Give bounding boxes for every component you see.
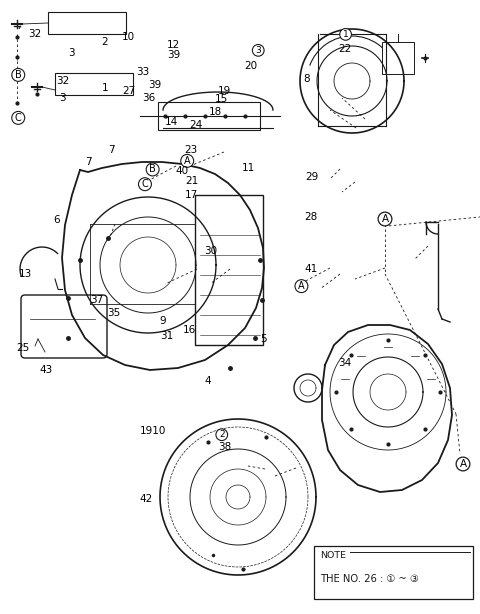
Text: 36: 36	[142, 93, 156, 103]
Text: 2: 2	[101, 37, 108, 47]
Text: A: A	[298, 281, 305, 291]
Text: 34: 34	[338, 359, 351, 368]
Text: A: A	[382, 214, 389, 224]
Text: 33: 33	[136, 68, 150, 77]
Text: 38: 38	[218, 442, 231, 452]
Text: B: B	[149, 165, 156, 174]
Text: 1: 1	[343, 30, 348, 39]
Text: 20: 20	[244, 61, 257, 71]
Text: 16: 16	[183, 325, 196, 335]
Text: 31: 31	[160, 332, 174, 341]
Text: B: B	[15, 70, 22, 80]
Text: 1910: 1910	[140, 426, 166, 436]
Text: 41: 41	[304, 264, 318, 274]
Text: 3: 3	[255, 46, 261, 55]
Text: 32: 32	[56, 76, 69, 86]
Text: 24: 24	[189, 120, 203, 130]
Text: C: C	[15, 113, 22, 123]
Bar	[55, 73, 133, 95]
Text: A: A	[184, 156, 191, 166]
Text: 25: 25	[16, 343, 30, 352]
Text: 21: 21	[185, 176, 199, 185]
Text: 2: 2	[219, 430, 225, 439]
Text: 12: 12	[167, 41, 180, 50]
Text: 4: 4	[204, 376, 211, 386]
Text: 42: 42	[140, 494, 153, 503]
Text: 30: 30	[204, 246, 217, 255]
Bar	[195, 195, 263, 345]
FancyBboxPatch shape	[21, 295, 107, 358]
Text: 6: 6	[53, 215, 60, 225]
Text: 7: 7	[85, 157, 92, 167]
Text: 28: 28	[304, 212, 318, 222]
Text: 5: 5	[260, 334, 266, 344]
Text: 23: 23	[184, 145, 198, 155]
Text: A: A	[459, 459, 467, 469]
Text: 37: 37	[90, 295, 104, 305]
Bar	[314, 546, 473, 599]
Text: NOTE: NOTE	[321, 551, 347, 561]
Text: 8: 8	[303, 74, 310, 84]
Text: 43: 43	[39, 365, 52, 375]
Text: 40: 40	[176, 166, 189, 176]
Text: 10: 10	[122, 32, 135, 42]
Text: 39: 39	[167, 50, 180, 60]
Text: THE NO. 26 : ① ~ ③: THE NO. 26 : ① ~ ③	[321, 574, 419, 584]
Bar	[382, 42, 414, 74]
Text: 9: 9	[159, 316, 166, 325]
Text: 3: 3	[59, 93, 66, 103]
Text: 29: 29	[305, 172, 319, 182]
Text: 27: 27	[122, 86, 135, 96]
Text: 18: 18	[208, 107, 222, 117]
Text: 14: 14	[165, 117, 179, 126]
Text: 3: 3	[68, 49, 74, 58]
Text: 7: 7	[108, 145, 115, 155]
Bar	[158, 102, 260, 130]
Text: 22: 22	[338, 44, 351, 54]
Text: 15: 15	[215, 95, 228, 104]
Text: 17: 17	[184, 190, 198, 200]
Text: 35: 35	[108, 308, 121, 318]
Bar	[48, 12, 126, 34]
Text: 13: 13	[18, 269, 32, 279]
Text: C: C	[142, 179, 148, 189]
Text: 39: 39	[148, 80, 161, 90]
Text: 32: 32	[28, 29, 41, 39]
Text: 19: 19	[218, 86, 231, 96]
Text: 11: 11	[242, 163, 255, 173]
Text: 1: 1	[101, 84, 108, 93]
